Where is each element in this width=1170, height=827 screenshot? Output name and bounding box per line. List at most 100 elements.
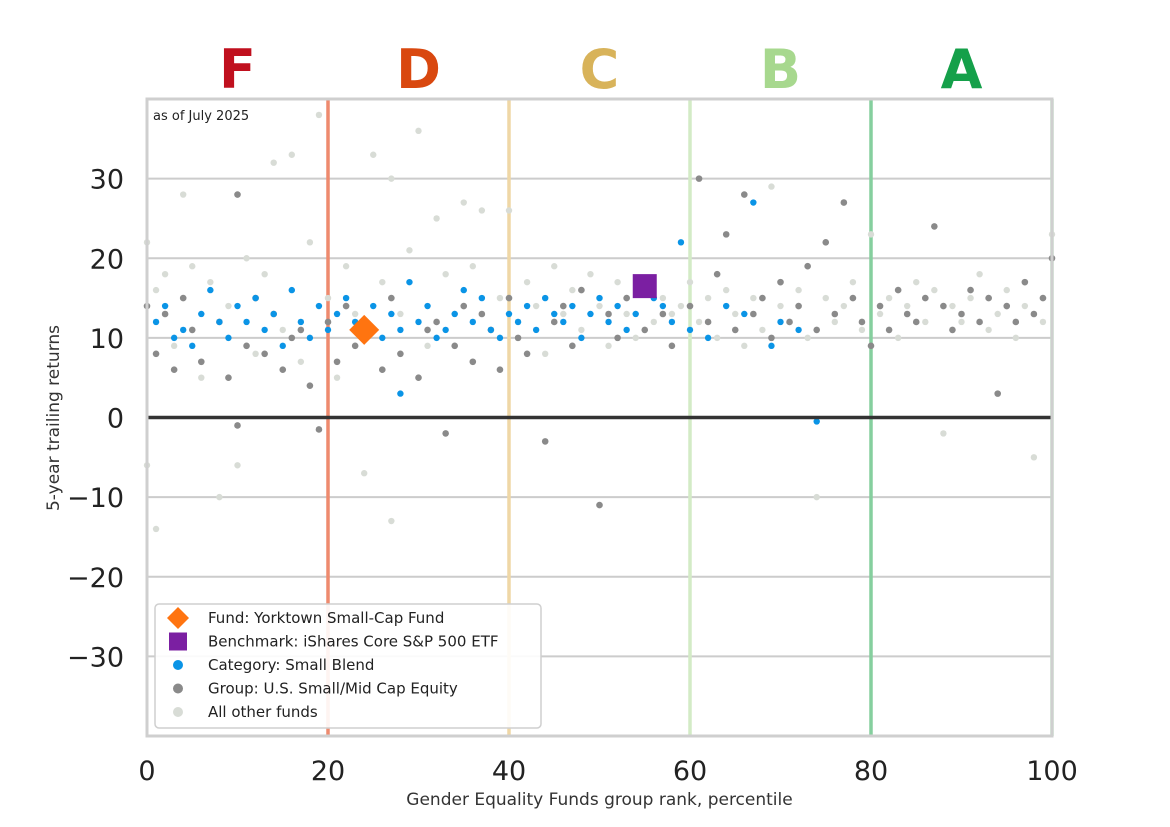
data-point — [551, 263, 558, 270]
data-point — [750, 310, 757, 318]
data-point — [315, 426, 323, 433]
data-point — [659, 310, 667, 318]
data-point — [976, 318, 983, 326]
legend-label: Fund: Yorktown Small-Cap Fund — [208, 609, 444, 627]
data-point — [894, 286, 902, 294]
data-point — [379, 366, 386, 374]
y-axis-label: 5-year trailing returns — [44, 325, 64, 511]
data-point — [288, 286, 295, 294]
data-point — [433, 334, 440, 342]
data-point — [885, 326, 893, 334]
data-point — [741, 342, 748, 350]
points-fund-and-benchmark — [349, 274, 657, 345]
y-tick-label: −10 — [67, 483, 124, 514]
data-point — [949, 302, 956, 310]
data-point — [189, 263, 196, 270]
data-point — [831, 310, 839, 318]
data-point — [677, 239, 685, 246]
data-point — [170, 342, 178, 350]
data-point — [723, 302, 730, 310]
data-point — [958, 310, 965, 318]
data-point — [198, 310, 205, 318]
data-point — [523, 350, 531, 358]
data-point — [940, 302, 947, 310]
data-point — [505, 294, 513, 302]
data-point — [532, 326, 540, 334]
data-point — [885, 294, 893, 302]
data-point — [270, 159, 277, 166]
data-point — [442, 326, 449, 334]
data-point — [1012, 318, 1020, 326]
data-point — [342, 302, 350, 310]
data-point — [424, 342, 431, 350]
data-point — [650, 318, 657, 326]
data-point — [858, 318, 866, 326]
data-point — [496, 366, 504, 374]
data-point — [967, 286, 974, 294]
data-point — [668, 310, 676, 318]
data-point — [388, 294, 395, 302]
data-point — [804, 262, 811, 270]
points-category — [152, 199, 820, 425]
data-point — [605, 310, 612, 318]
data-point — [704, 294, 712, 302]
data-point — [270, 310, 277, 318]
data-point — [858, 326, 866, 334]
data-point — [741, 191, 748, 198]
data-point — [243, 318, 250, 326]
y-tick-label: −30 — [67, 642, 124, 673]
data-point — [876, 310, 884, 318]
data-point — [225, 374, 232, 381]
data-point — [713, 270, 721, 278]
data-point — [152, 525, 160, 533]
data-point — [397, 310, 404, 318]
data-point — [433, 215, 440, 222]
data-point — [831, 318, 838, 326]
data-point — [261, 350, 268, 358]
data-point — [614, 302, 621, 310]
legend-marker-fund — [167, 607, 189, 629]
x-tick-label: 0 — [138, 756, 155, 787]
plot-frame — [145, 97, 1054, 738]
data-point — [451, 342, 459, 350]
data-point — [333, 358, 341, 366]
data-point — [442, 270, 449, 278]
data-point — [587, 270, 594, 278]
data-point — [940, 430, 947, 437]
data-point — [424, 302, 431, 310]
data-point — [288, 334, 296, 342]
data-point — [324, 318, 332, 326]
data-point — [704, 318, 712, 326]
data-point — [279, 342, 286, 350]
data-point — [505, 207, 513, 214]
data-point — [623, 294, 630, 302]
data-point — [550, 318, 558, 326]
data-point — [623, 310, 630, 318]
data-point — [152, 350, 160, 358]
data-point — [478, 310, 486, 318]
data-point — [225, 302, 232, 310]
data-point — [180, 191, 187, 198]
data-point — [759, 294, 766, 302]
data-point — [351, 310, 359, 318]
data-point — [478, 207, 486, 214]
data-point — [514, 318, 522, 326]
data-point — [225, 334, 232, 342]
data-point — [496, 294, 504, 302]
data-point — [894, 334, 902, 342]
legend-marker-dot — [173, 683, 183, 694]
data-point — [849, 294, 857, 302]
data-point — [813, 418, 820, 425]
data-point — [415, 374, 422, 381]
data-point — [967, 294, 974, 302]
data-point — [578, 326, 585, 334]
data-point — [949, 326, 956, 334]
data-point — [243, 342, 250, 350]
data-point — [279, 366, 287, 374]
data-point — [170, 366, 178, 374]
data-point — [659, 294, 667, 302]
data-point — [370, 302, 377, 310]
legend-label: Category: Small Blend — [208, 656, 374, 674]
data-point — [388, 517, 395, 525]
